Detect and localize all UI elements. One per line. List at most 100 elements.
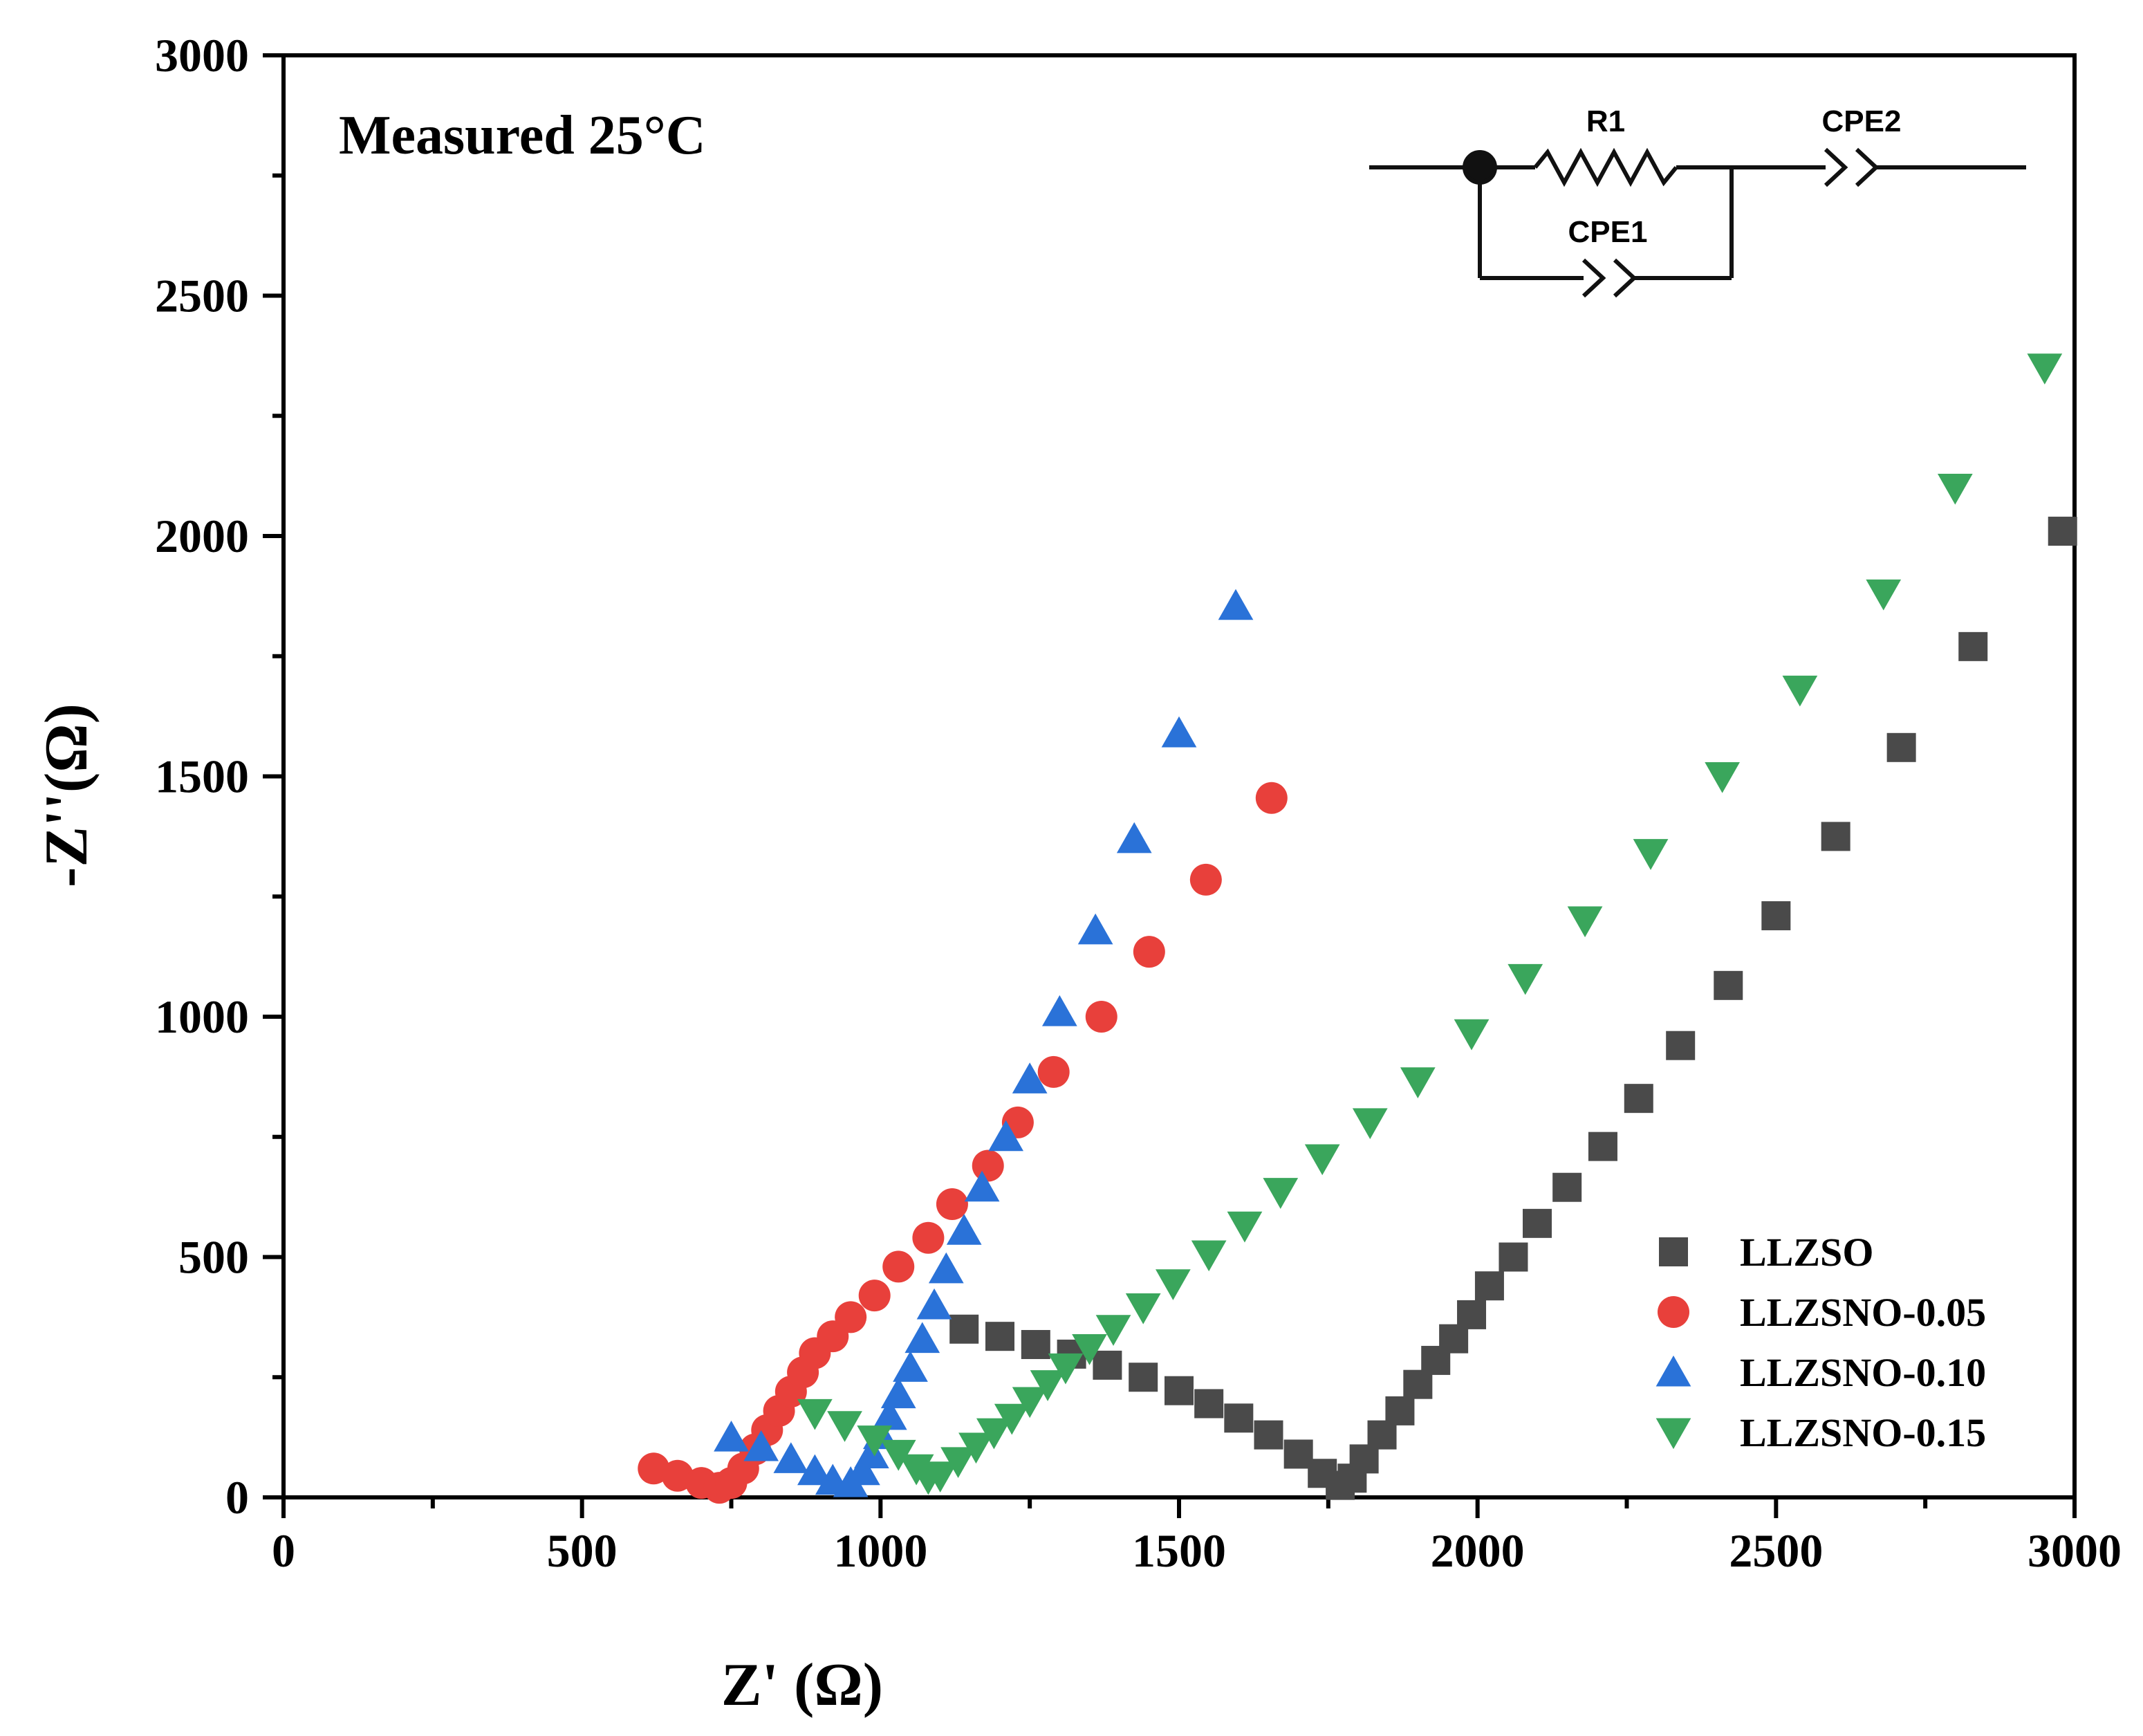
y-tick-label: 2000 [155,510,249,562]
data-point [1866,579,1902,611]
data-point [1161,716,1197,748]
data-point [1165,1376,1194,1405]
data-point [1567,906,1603,938]
data-point [827,1411,862,1442]
data-point [1523,1208,1552,1238]
data-point [1714,970,1743,1000]
legend: LLZSO LLZSNO-0.05 LLZSNO-0.10 LLZSNO-0.15 [1655,1230,1986,1455]
x-tick-label: 500 [547,1524,618,1577]
data-point [714,1420,749,1452]
data-point [940,1447,976,1479]
data-point [1129,1363,1158,1392]
data-point [1761,901,1791,931]
x-tick-label: 2500 [1729,1524,1823,1577]
data-point [1218,589,1254,620]
series-llzsno-0.10 [714,589,1254,1497]
data-point [797,1398,833,1430]
y-tick-label: 1500 [155,750,249,803]
data-point [946,1214,982,1245]
resistor-r1-symbol [1533,147,1678,187]
data-point [1457,1300,1487,1329]
data-point [2027,353,2063,385]
data-point [1886,732,1916,762]
measurement-annotation: Measured 25°C [339,105,705,166]
data-point [743,1430,779,1461]
series-layer [638,353,2077,1504]
data-point [1400,1067,1436,1098]
data-point [1705,761,1740,793]
legend-label: LLZSO [1740,1230,1873,1275]
data-point [1030,1370,1066,1401]
legend-entry: LLZSNO-0.05 [1658,1290,1986,1335]
data-point [1255,782,1288,814]
legend-label: LLZSNO-0.10 [1740,1350,1986,1395]
circuit-label-cpe2: CPE2 [1822,104,1902,138]
cpe1-symbol-left [1581,258,1606,298]
data-point [1304,1144,1340,1176]
data-point [985,1322,1014,1351]
data-point [1454,1019,1490,1051]
data-point [988,1120,1023,1152]
data-point [972,1149,1004,1182]
data-point [880,1439,916,1471]
data-point [958,1432,994,1464]
data-point [835,1301,867,1333]
y-tick-label: 500 [178,1231,249,1284]
data-point [857,1425,893,1457]
legend-entry: LLZSNO-0.10 [1655,1350,1986,1395]
data-point [661,1459,694,1492]
data-point [949,1314,979,1344]
data-point [1507,963,1543,995]
data-point [964,1170,1000,1202]
data-point [994,1403,1030,1435]
data-point [1194,1389,1224,1419]
data-point [1048,1353,1084,1385]
data-point [916,1288,952,1320]
data-point [1633,839,1669,870]
data-point [638,1452,670,1485]
data-point [1125,1293,1161,1324]
legend-entry: LLZSO [1659,1230,1873,1275]
circuit-label-r1: R1 [1586,104,1625,138]
x-axis-title: Z' (Ω) [721,1652,883,1719]
data-point [2048,517,2077,546]
data-point [858,1280,891,1312]
data-point [1116,822,1152,853]
data-point [854,1437,889,1468]
axis-ticks: 0 500 1000 1500 2000 2500 3000 0 500 1000 1500 2000… [155,29,2122,1577]
data-point [1095,1315,1131,1346]
legend-entry: LLZSNO-0.15 [1655,1410,1986,1455]
data-point [1499,1242,1528,1272]
data-point [1037,1055,1070,1088]
data-point [1191,1240,1227,1272]
data-point [773,1442,809,1473]
y-axis-title: -Z''(Ω) [33,703,100,887]
y-tick-label: 0 [225,1471,249,1524]
x-tick-label: 2000 [1431,1524,1525,1577]
circuit-label-cpe1: CPE1 [1568,215,1648,249]
data-point [1666,1031,1696,1060]
series-llzsno-0.15 [797,353,2063,1495]
data-point [1189,863,1222,896]
data-point [1227,1211,1263,1243]
legend-marker [1655,1418,1691,1450]
data-point [1552,1172,1582,1202]
x-tick-label: 1500 [1132,1524,1226,1577]
data-point [1012,1387,1048,1419]
equivalent-circuit-inset [1369,147,2026,298]
data-point [1474,1271,1504,1301]
data-point [1821,822,1850,851]
data-point [922,1461,958,1493]
data-point [893,1351,928,1382]
data-point [1224,1403,1254,1433]
data-point [797,1454,833,1486]
data-point [1041,995,1077,1026]
data-point [1093,1350,1122,1380]
data-point [1782,675,1818,707]
legend-marker [1655,1355,1691,1387]
data-point [1156,1269,1191,1300]
data-point [882,1250,915,1283]
data-point [1958,631,1988,661]
data-point [1385,1396,1415,1425]
